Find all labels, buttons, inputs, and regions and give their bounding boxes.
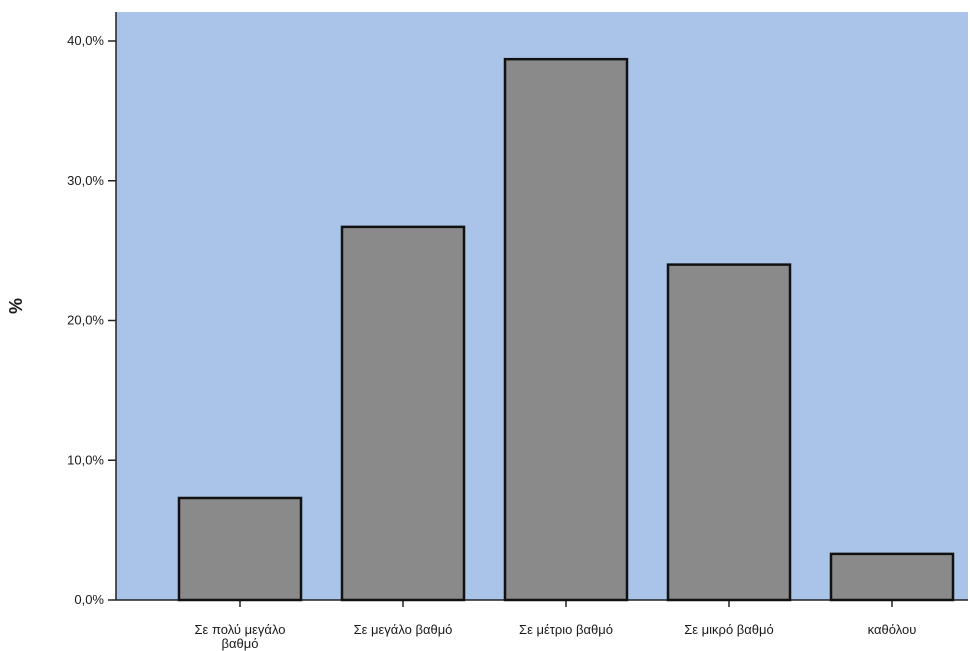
bar <box>503 57 629 602</box>
bars-group <box>177 57 955 602</box>
y-tick-label: 0,0% <box>74 592 104 607</box>
y-axis: 0,0% 10,0% 20,0% 30,0% 40,0% <box>67 12 117 607</box>
y-axis-label: % <box>6 298 26 314</box>
x-tick-label: Σε μικρό βαθμό <box>684 622 774 637</box>
x-tick-label: Σε μέτριο βαθμό <box>519 622 613 637</box>
y-tick-label: 30,0% <box>67 173 104 188</box>
y-tick-label: 10,0% <box>67 452 104 467</box>
bar <box>340 225 466 602</box>
bar <box>829 552 955 602</box>
bar <box>666 263 792 602</box>
x-tick-label: βαθμό <box>222 636 259 651</box>
y-tick-label: 40,0% <box>67 33 104 48</box>
y-tick-label: 20,0% <box>67 313 104 328</box>
x-tick-label: Σε μεγάλο βαθμό <box>354 622 453 637</box>
x-tick-label: Σε πολύ μεγάλο <box>195 622 286 637</box>
x-tick-label: καθόλου <box>868 622 917 637</box>
bar <box>177 496 303 602</box>
